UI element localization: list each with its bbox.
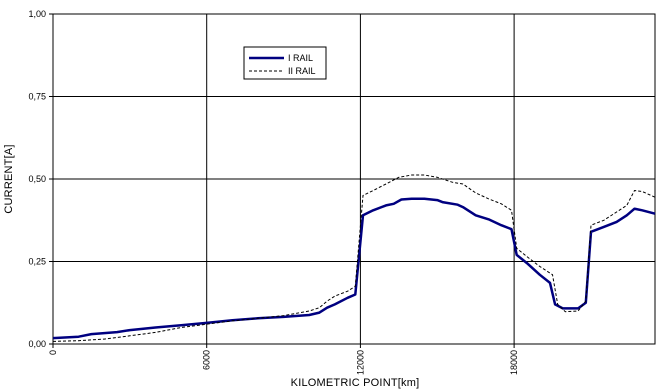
x-axis-title: KILOMETRIC POINT[km]: [291, 377, 420, 389]
x-axis-ticks: 0 6000 12000 18000: [48, 344, 519, 375]
y-tick-label: 0,00: [28, 339, 46, 349]
series-line-ii-rail: [52, 174, 656, 342]
y-tick-label: 0,50: [28, 174, 46, 184]
x-tick-label: 6000: [202, 350, 212, 370]
legend-box: [243, 46, 327, 80]
series-layer: [52, 174, 656, 342]
y-tick-label: 1,00: [28, 9, 46, 19]
y-tick-label: 0,75: [28, 92, 46, 102]
legend-label-i-rail: I RAIL: [288, 53, 313, 63]
legend: I RAIL II RAIL: [243, 46, 327, 80]
y-axis-title: CURRENT[A]: [3, 144, 15, 213]
x-tick-label: 0: [48, 350, 58, 355]
y-tick-label: 0,25: [28, 257, 46, 267]
x-tick-label: 12000: [355, 350, 365, 375]
series-line-i-rail: [52, 197, 656, 340]
legend-label-ii-rail: II RAIL: [288, 66, 316, 76]
y-axis-ticks: 0,00 0,25 0,50 0,75 1,00: [28, 9, 53, 349]
x-tick-label: 18000: [509, 350, 519, 375]
